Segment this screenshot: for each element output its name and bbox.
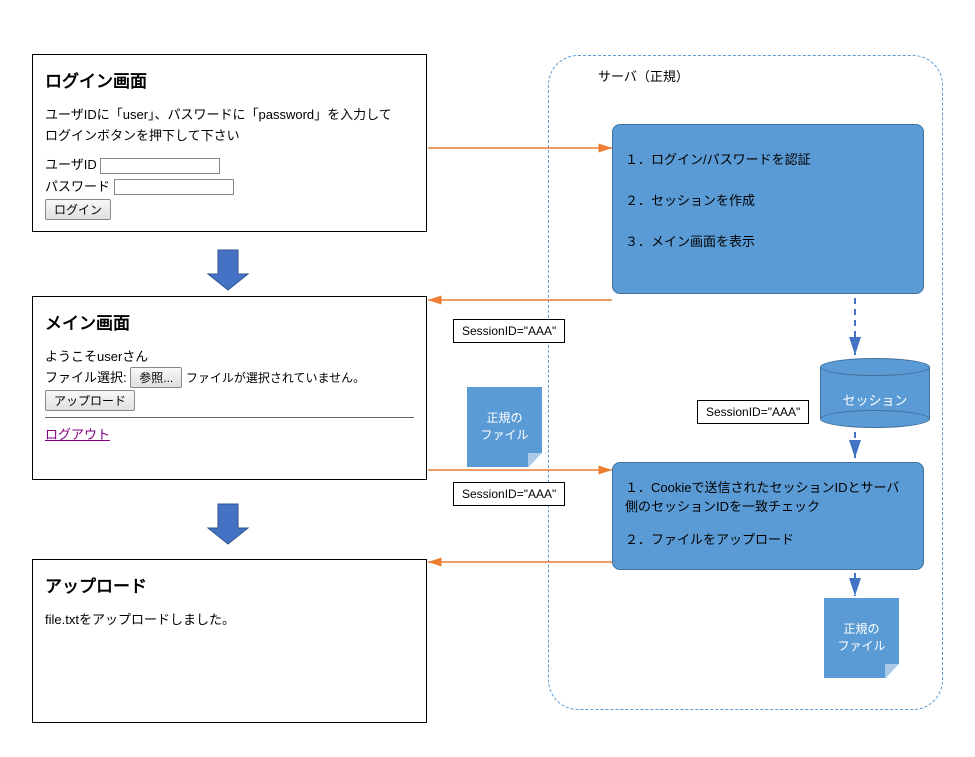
flow-arrow-1-icon — [208, 250, 248, 290]
welcome-text: ようこそuserさん — [45, 346, 414, 365]
server-login-step2: ２．セッションを作成 — [625, 190, 911, 209]
server-login-step1: １．ログイン/パスワードを認証 — [625, 149, 911, 168]
login-instruction-1: ユーザIDに「user」、パスワードに「password」を入力して — [45, 104, 414, 123]
userid-input[interactable] — [100, 158, 220, 174]
file-doc-2-line2: ファイル — [837, 639, 885, 653]
browse-button[interactable]: 参照... — [130, 367, 182, 388]
main-title: メイン画面 — [45, 309, 414, 334]
upload-button[interactable]: アップロード — [45, 390, 135, 411]
server-title: サーバ（正規） — [598, 66, 689, 85]
upload-message: file.txtをアップロードしました。 — [45, 609, 414, 628]
login-title: ログイン画面 — [45, 67, 414, 92]
file-doc-2: 正規の ファイル — [824, 598, 899, 678]
server-upload-step2: ２．ファイルをアップロード — [625, 529, 911, 548]
main-panel: メイン画面 ようこそuserさん ファイル選択: 参照... ファイルが選択され… — [32, 296, 427, 480]
server-login-box: １．ログイン/パスワードを認証 ２．セッションを作成 ３．メイン画面を表示 — [612, 124, 924, 294]
server-upload-step1: １．Cookieで送信されたセッションIDとサーバ側のセッションIDを一致チェッ… — [625, 477, 911, 515]
password-label: パスワード — [45, 179, 110, 194]
session-label-2: SessionID="AAA" — [453, 482, 565, 506]
login-panel: ログイン画面 ユーザIDに「user」、パスワードに「password」を入力し… — [32, 54, 427, 232]
session-label-3: SessionID="AAA" — [697, 400, 809, 424]
flow-arrow-2-icon — [208, 504, 248, 544]
server-upload-box: １．Cookieで送信されたセッションIDとサーバ側のセッションIDを一致チェッ… — [612, 462, 924, 570]
login-instruction-2: ログインボタンを押下して下さい — [45, 125, 414, 144]
no-file-text: ファイルが選択されていません。 — [186, 371, 365, 385]
file-doc-2-line1: 正規の — [843, 622, 879, 636]
password-input[interactable] — [114, 179, 234, 195]
file-doc-1-line2: ファイル — [480, 428, 528, 442]
file-doc-1: 正規の ファイル — [467, 387, 542, 467]
session-cylinder: セッション — [820, 358, 930, 428]
session-label-1: SessionID="AAA" — [453, 319, 565, 343]
upload-title: アップロード — [45, 572, 414, 597]
logout-link[interactable]: ログアウト — [45, 427, 110, 442]
server-login-step3: ３．メイン画面を表示 — [625, 231, 911, 250]
file-select-label: ファイル選択: — [45, 370, 127, 385]
file-doc-1-line1: 正規の — [486, 411, 522, 425]
cylinder-label: セッション — [820, 390, 930, 409]
userid-label: ユーザID — [45, 157, 97, 172]
separator — [45, 417, 414, 418]
login-button[interactable]: ログイン — [45, 199, 111, 220]
upload-panel: アップロード file.txtをアップロードしました。 — [32, 559, 427, 723]
